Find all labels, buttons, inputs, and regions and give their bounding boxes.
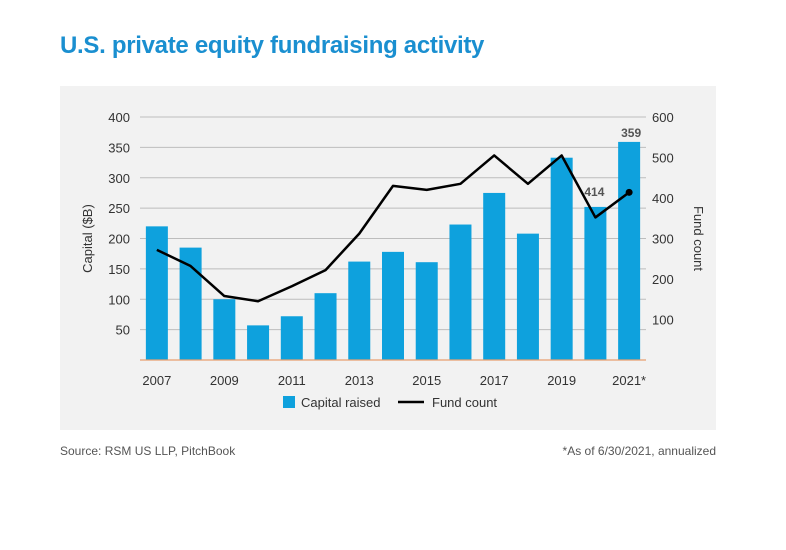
x-tick-label: 2009 xyxy=(210,373,239,388)
y-tick-label: 200 xyxy=(108,232,130,247)
bar-2008 xyxy=(179,247,202,360)
y-tick-label: 400 xyxy=(108,110,130,125)
legend-label-fund-count: Fund count xyxy=(432,395,497,410)
bar-2014 xyxy=(382,251,404,360)
y-tick-label: 350 xyxy=(108,140,130,155)
bar-2009 xyxy=(213,299,236,360)
legend-swatch-capital-raised xyxy=(283,396,295,408)
y-axis-title: Capital ($B) xyxy=(80,204,95,273)
fund-count-end-point xyxy=(625,188,633,196)
y-tick-label: 100 xyxy=(108,292,130,307)
y2-tick-label: 300 xyxy=(652,232,674,247)
x-tick-label: 2011 xyxy=(278,373,306,388)
data-label: 414 xyxy=(584,185,604,199)
x-tick-label: 2021* xyxy=(612,373,646,388)
x-tick-label: 2019 xyxy=(547,373,576,388)
y-tick-label: 300 xyxy=(108,171,130,186)
data-label: 359 xyxy=(621,126,641,140)
bar-2018 xyxy=(516,233,539,360)
bar-2007 xyxy=(145,226,168,360)
x-tick-label: 2013 xyxy=(345,373,374,388)
bar-2010 xyxy=(247,325,270,360)
source-note: Source: RSM US LLP, PitchBook xyxy=(60,444,236,458)
bar-2016 xyxy=(449,224,472,360)
chart-title: U.S. private equity fundraising activity xyxy=(60,32,485,59)
footnote: *As of 6/30/2021, annualized xyxy=(562,444,716,458)
x-tick-label: 2017 xyxy=(480,373,509,388)
bar-2013 xyxy=(348,261,371,360)
bar-2017 xyxy=(483,192,506,360)
y-tick-label: 150 xyxy=(108,262,130,277)
y2-tick-label: 500 xyxy=(652,151,674,166)
y-tick-label: 50 xyxy=(116,323,130,338)
x-tick-label: 2007 xyxy=(142,373,171,388)
y2-tick-label: 400 xyxy=(652,191,674,206)
bar-2019 xyxy=(550,157,573,360)
y2-tick-label: 200 xyxy=(652,272,674,287)
y2-tick-label: 100 xyxy=(652,313,674,328)
fund-count-line xyxy=(156,154,630,303)
y2-axis-title: Fund count xyxy=(691,206,706,271)
bar-2015 xyxy=(415,262,438,360)
bar-2012 xyxy=(314,293,337,360)
bar-2011 xyxy=(280,316,303,360)
bar-2020 xyxy=(584,206,607,360)
y2-tick-label: 600 xyxy=(652,110,674,125)
legend-label-capital-raised: Capital raised xyxy=(301,395,381,410)
bar-2021 xyxy=(618,141,641,360)
y-tick-label: 250 xyxy=(108,201,130,216)
x-tick-label: 2015 xyxy=(412,373,441,388)
